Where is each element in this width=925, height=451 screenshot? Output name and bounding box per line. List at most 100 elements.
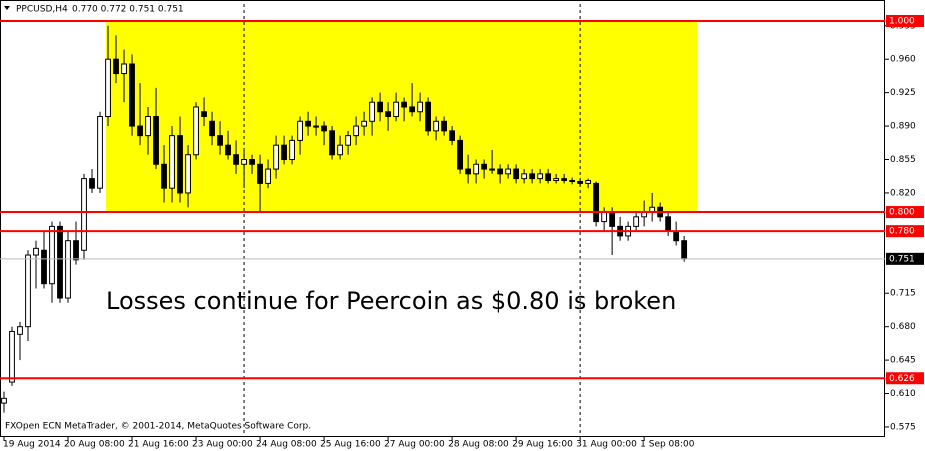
candle-body — [225, 144, 231, 156]
y-tick-label: 0.645 — [890, 356, 916, 366]
candle-body — [665, 216, 672, 232]
candle-body — [49, 225, 55, 285]
candle-body — [561, 178, 568, 182]
candle-body — [313, 125, 319, 128]
candle-body — [361, 120, 367, 127]
candle-body — [409, 106, 415, 113]
candle-body — [393, 101, 399, 118]
candle-body — [521, 173, 528, 180]
last-price-label: 0.751 — [889, 254, 915, 264]
candle-body — [609, 211, 616, 227]
candle-body — [385, 111, 391, 118]
candle-body — [329, 130, 335, 156]
candle-body — [481, 163, 488, 170]
candle-body — [577, 180, 584, 184]
candle-body — [681, 240, 688, 260]
y-tick-label: 0.715 — [890, 289, 916, 299]
y-tick-label: 0.890 — [890, 122, 916, 132]
candle-body — [633, 216, 640, 227]
candle-body — [585, 180, 592, 184]
candle-body — [593, 182, 600, 223]
candle-body — [441, 120, 448, 132]
candle-body — [233, 154, 239, 165]
level-label-box — [886, 225, 924, 238]
candle-body — [65, 240, 71, 299]
x-tick-label: 1 Sep 08:00 — [640, 440, 695, 450]
last-price-box — [886, 252, 924, 265]
x-tick-label: 23 Aug 00:00 — [192, 440, 253, 450]
menu-arrow[interactable] — [4, 6, 10, 10]
candle-body — [257, 163, 263, 184]
x-tick-label: 27 Aug 00:00 — [384, 440, 445, 450]
candle-body — [113, 58, 119, 75]
candle-body — [497, 168, 504, 175]
candle-body — [449, 130, 456, 141]
y-tick-label: 0.820 — [890, 188, 916, 198]
candle-body — [17, 326, 23, 335]
candle-body — [129, 63, 135, 127]
candle-body — [377, 101, 383, 113]
candle-body — [321, 125, 327, 132]
candle-body — [105, 58, 111, 118]
candle-body — [457, 139, 464, 170]
candle-body — [601, 211, 608, 223]
candle-body — [489, 168, 496, 171]
candle-body — [305, 120, 311, 127]
candle-body — [97, 116, 103, 189]
candle-body — [33, 247, 39, 256]
y-tick-label: 0.680 — [890, 322, 916, 332]
candle-body — [161, 163, 167, 189]
x-tick-label: 25 Aug 16:00 — [320, 440, 381, 450]
candle-body — [473, 163, 480, 175]
candle-body — [193, 106, 199, 156]
level-label-box — [886, 372, 924, 385]
candle-body — [145, 116, 151, 137]
candle-body — [289, 139, 295, 161]
candle-body — [673, 230, 680, 242]
candle-body — [217, 135, 223, 146]
candle-body — [273, 144, 279, 170]
x-tick-label: 29 Aug 16:00 — [512, 440, 573, 450]
candle-body — [505, 168, 512, 175]
candle-body — [169, 135, 175, 189]
candle-body — [425, 101, 431, 132]
candle-body — [545, 173, 552, 182]
candle-body — [57, 225, 63, 299]
candle-body — [345, 135, 351, 146]
level-label: 0.626 — [889, 374, 915, 384]
candle-body — [41, 249, 47, 285]
candle-body — [177, 135, 183, 194]
quote: 0.770 0.772 0.751 0.751 — [72, 5, 184, 15]
candle-body — [1, 397, 7, 404]
candle-body — [465, 168, 472, 175]
x-tick-label: 31 Aug 00:00 — [576, 440, 637, 450]
candle-body — [121, 63, 127, 75]
candle-body — [353, 125, 359, 137]
candle-body — [153, 116, 159, 165]
level-label: 1.000 — [889, 17, 915, 27]
x-tick-label: 24 Aug 08:00 — [256, 440, 317, 450]
candle-body — [369, 101, 375, 122]
candle-body — [433, 120, 439, 132]
candle-body — [537, 173, 544, 180]
y-tick-label: 0.575 — [890, 422, 916, 432]
candle-body — [417, 101, 423, 113]
candle-body — [137, 125, 143, 137]
y-tick-label: 0.960 — [890, 55, 916, 65]
x-tick-label: 19 Aug 2014 — [3, 440, 61, 450]
candle-body — [265, 168, 271, 184]
candle-body — [185, 154, 191, 194]
candle-body — [81, 178, 87, 251]
candle-body — [401, 101, 407, 108]
candle-body — [89, 178, 95, 189]
candle-body — [9, 330, 15, 383]
candle-body — [209, 120, 215, 137]
x-tick-label: 21 Aug 16:00 — [128, 440, 189, 450]
candle-body — [73, 240, 79, 261]
candle-body — [553, 178, 560, 182]
footer: FXOpen ECN MetaTrader, © 2001-2014, Meta… — [5, 422, 311, 432]
candle-body — [297, 120, 303, 141]
x-tick-label: 20 Aug 08:00 — [64, 440, 125, 450]
chart-title: PPCUSD,H4 — [16, 5, 68, 15]
